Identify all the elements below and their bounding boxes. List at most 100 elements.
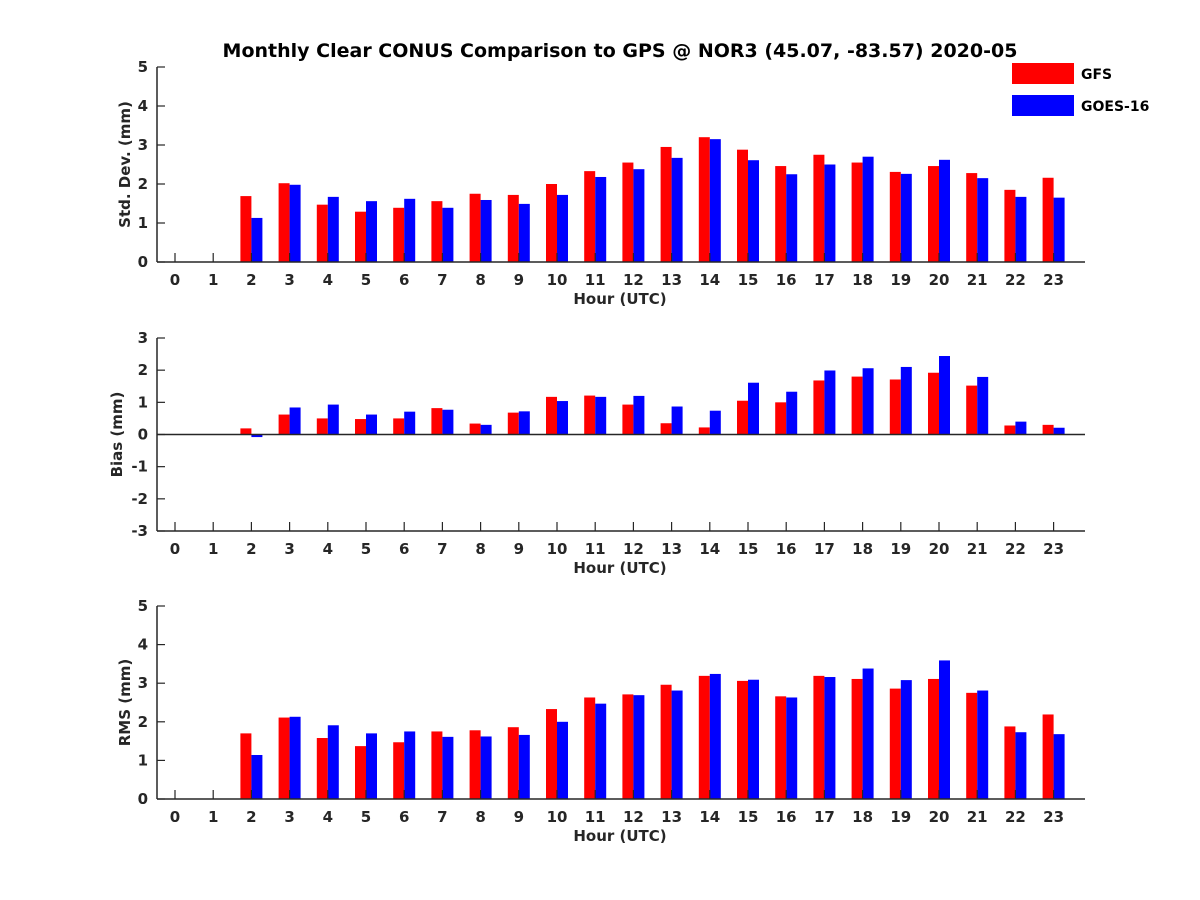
bias-bar-gfs-22 xyxy=(1004,425,1016,435)
rms-x-tick-label: 18 xyxy=(852,808,873,826)
std-dev-bar-goes16-13 xyxy=(671,157,683,262)
rms-x-tick-label: 20 xyxy=(929,808,950,826)
std-dev-bar-goes16-19 xyxy=(900,173,912,262)
bias-bar-gfs-13 xyxy=(660,423,672,435)
rms-x-tick-label: 15 xyxy=(738,808,759,826)
bias-bar-goes16-15 xyxy=(748,382,759,435)
std-dev-bar-gfs-21 xyxy=(966,173,978,262)
std-dev-bar-gfs-13 xyxy=(660,146,672,262)
std-dev-bar-gfs-8 xyxy=(469,193,481,262)
rms-x-tick-label: 10 xyxy=(547,808,568,826)
rms-x-axis-label: Hour (UTC) xyxy=(573,827,666,845)
legend-swatch-goes16 xyxy=(1012,95,1074,116)
rms-bar-goes16-19 xyxy=(900,680,912,799)
std-dev-bar-goes16-7 xyxy=(442,207,454,262)
std-dev-y-tick-label: 3 xyxy=(138,136,148,154)
bias-y-tick-label: -2 xyxy=(131,490,148,508)
bias-x-tick-label: 20 xyxy=(929,540,950,558)
bias-bar-gfs-6 xyxy=(393,418,405,435)
std-dev-y-tick-label: 5 xyxy=(138,58,148,76)
bias-bar-goes16-6 xyxy=(404,411,416,435)
bias-bar-gfs-2 xyxy=(240,428,252,435)
rms-bar-goes16-9 xyxy=(518,734,530,799)
std-dev-bar-gfs-18 xyxy=(851,162,863,262)
std-dev-bar-gfs-12 xyxy=(622,162,634,262)
rms-bar-goes16-7 xyxy=(442,736,454,799)
rms-y-tick-label: 2 xyxy=(138,713,148,731)
std-dev-bar-gfs-10 xyxy=(546,184,557,262)
bias-x-tick-label: 7 xyxy=(437,540,447,558)
bias-x-tick-label: 9 xyxy=(514,540,524,558)
bias-bar-goes16-19 xyxy=(900,366,912,435)
std-dev-y-axis-label: Std. Dev. (mm) xyxy=(116,101,134,228)
rms-x-tick-label: 0 xyxy=(170,808,180,826)
std-dev-x-tick-label: 20 xyxy=(929,271,950,289)
std-dev-x-tick-label: 16 xyxy=(776,271,797,289)
bias-bar-gfs-21 xyxy=(966,385,978,435)
std-dev-x-tick-label: 5 xyxy=(361,271,371,289)
rms-bar-goes16-8 xyxy=(480,736,492,799)
bias-x-tick-label: 3 xyxy=(284,540,294,558)
std-dev-bar-goes16-4 xyxy=(327,196,339,262)
bias-y-tick-label: 3 xyxy=(138,329,148,347)
std-dev-x-tick-label: 0 xyxy=(170,271,180,289)
std-dev-bar-gfs-6 xyxy=(393,207,405,262)
rms-bar-gfs-14 xyxy=(698,675,710,799)
bias-bar-goes16-13 xyxy=(671,406,683,435)
bias-bar-gfs-8 xyxy=(469,423,481,435)
chart-title: Monthly Clear CONUS Comparison to GPS @ … xyxy=(223,40,1018,62)
bias-bar-goes16-16 xyxy=(786,391,798,435)
rms-bar-gfs-5 xyxy=(355,746,366,799)
std-dev-x-tick-label: 14 xyxy=(699,271,720,289)
bias-x-tick-label: 0 xyxy=(170,540,180,558)
bias-x-tick-label: 5 xyxy=(361,540,371,558)
rms-x-tick-label: 8 xyxy=(475,808,485,826)
std-dev-x-tick-label: 19 xyxy=(890,271,911,289)
rms-y-tick-label: 0 xyxy=(138,790,148,808)
rms-x-tick-label: 2 xyxy=(246,808,256,826)
bias-bar-goes16-5 xyxy=(366,414,377,435)
std-dev-bar-goes16-20 xyxy=(939,159,950,262)
rms-bar-goes16-2 xyxy=(251,754,263,799)
rms-bar-gfs-3 xyxy=(278,717,290,799)
bias-bar-gfs-12 xyxy=(622,404,634,435)
bias-bar-goes16-3 xyxy=(289,407,301,435)
bias-x-tick-label: 19 xyxy=(890,540,911,558)
std-dev-bar-goes16-17 xyxy=(824,164,836,262)
rms-bar-gfs-18 xyxy=(851,678,863,799)
bias-x-tick-label: 21 xyxy=(967,540,988,558)
bias-bar-gfs-5 xyxy=(355,419,366,435)
std-dev-x-tick-label: 2 xyxy=(246,271,256,289)
std-dev-x-tick-label: 12 xyxy=(623,271,644,289)
std-dev-x-tick-label: 21 xyxy=(967,271,988,289)
bias-x-tick-label: 6 xyxy=(399,540,409,558)
rms-bar-goes16-6 xyxy=(404,731,416,799)
std-dev-bar-goes16-23 xyxy=(1053,197,1065,262)
bias-bar-gfs-11 xyxy=(584,395,596,435)
rms-y-tick-label: 3 xyxy=(138,674,148,692)
std-dev-bar-gfs-5 xyxy=(355,211,366,262)
std-dev-bar-goes16-14 xyxy=(709,139,721,262)
bias-bar-goes16-2 xyxy=(251,434,263,438)
std-dev-x-tick-label: 8 xyxy=(475,271,485,289)
legend: GFS GOES-16 xyxy=(1012,63,1149,116)
std-dev-bar-goes16-9 xyxy=(518,203,530,262)
rms-bar-goes16-16 xyxy=(786,697,798,799)
rms-bar-gfs-8 xyxy=(469,730,481,799)
rms-bar-gfs-2 xyxy=(240,733,252,799)
bias-x-tick-label: 10 xyxy=(547,540,568,558)
rms-bar-goes16-10 xyxy=(557,721,568,799)
std-dev-bar-gfs-20 xyxy=(928,166,939,262)
bias-bar-goes16-7 xyxy=(442,409,454,435)
std-dev-bar-gfs-4 xyxy=(316,204,328,262)
bias-bar-goes16-4 xyxy=(327,404,339,435)
std-dev-x-axis-label: Hour (UTC) xyxy=(573,290,666,308)
std-dev-x-tick-label: 17 xyxy=(814,271,835,289)
std-dev-bar-gfs-7 xyxy=(431,201,443,262)
rms-bar-goes16-21 xyxy=(977,690,989,799)
rms-bar-goes16-3 xyxy=(289,716,301,799)
bias-y-tick-label: 2 xyxy=(138,361,148,379)
